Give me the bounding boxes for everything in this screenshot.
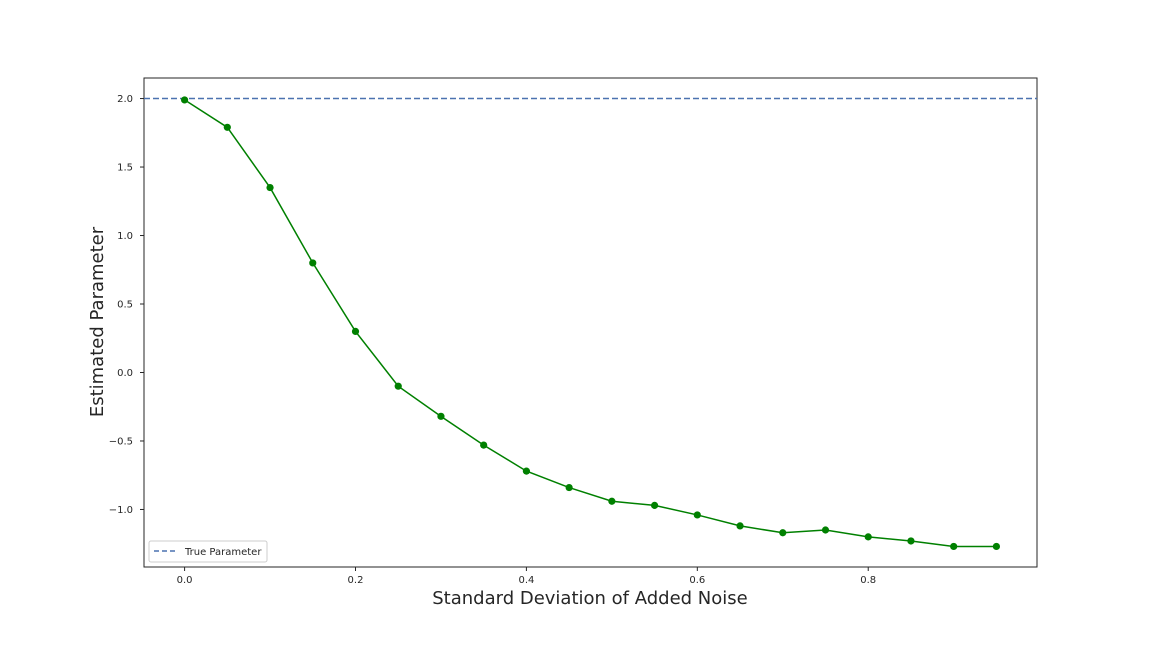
data-point	[864, 533, 872, 541]
data-point	[351, 327, 360, 336]
y-tick-label: −1.0	[109, 505, 133, 516]
data-point	[309, 259, 317, 267]
x-axis-label: Standard Deviation of Added Noise	[432, 588, 748, 609]
x-tick-label: 0.4	[518, 575, 534, 586]
data-point	[180, 96, 189, 104]
data-point	[608, 497, 616, 505]
x-tick-label: 0.8	[860, 575, 876, 586]
data-point	[821, 526, 830, 534]
data-point	[394, 382, 402, 390]
x-tick-label: 0.2	[348, 575, 364, 586]
data-point	[907, 537, 915, 545]
legend-label-true-parameter: True Parameter	[184, 547, 262, 558]
y-tick-label: 0.0	[117, 368, 133, 379]
legend-box	[148, 540, 268, 563]
data-point	[650, 501, 659, 509]
y-tick-label: 0.5	[117, 300, 133, 311]
y-axis-label: Estimated Parameter	[87, 226, 108, 417]
plot-area	[143, 77, 1038, 568]
data-point	[950, 542, 958, 551]
x-axis-ticks: 0.0 0.2 0.4 0.6 0.8	[177, 567, 876, 586]
y-tick-label: 1.5	[117, 163, 133, 174]
data-point	[437, 412, 445, 420]
x-tick-label: 0.6	[689, 575, 705, 586]
x-tick-label: 0.0	[177, 575, 193, 586]
data-point	[736, 522, 744, 530]
data-point	[266, 183, 274, 192]
legend: True Parameter	[148, 540, 268, 563]
data-point	[223, 123, 231, 131]
y-axis-ticks: −1.0 −0.5 0.0 0.5 1.0 1.5 2.0	[109, 94, 144, 516]
data-point	[992, 542, 1001, 551]
data-point	[480, 441, 488, 449]
data-point	[522, 467, 531, 475]
data-point	[693, 511, 701, 519]
estimated-parameter-line	[184, 99, 997, 548]
y-tick-label: −0.5	[109, 436, 133, 447]
data-point	[779, 529, 787, 537]
data-point	[565, 483, 573, 492]
y-tick-label: 2.0	[117, 94, 133, 105]
plot-content	[144, 96, 1037, 551]
y-tick-label: 1.0	[117, 231, 133, 242]
